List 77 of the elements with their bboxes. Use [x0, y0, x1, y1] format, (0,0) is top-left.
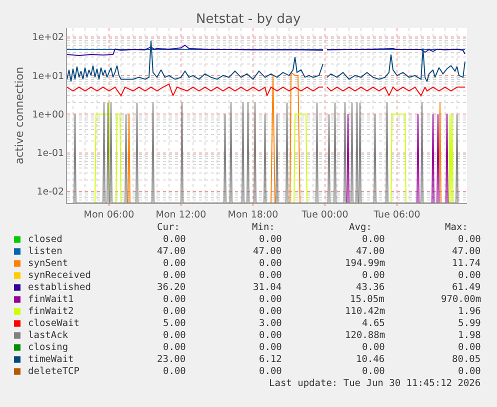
text: 47.00 [452, 246, 481, 257]
legend-label: timeWait [28, 354, 74, 365]
text: 0.00 [458, 366, 482, 377]
legend-label: deleteTCP [28, 366, 80, 377]
text: 4.65 [362, 318, 385, 329]
text: 0.00 [163, 270, 186, 281]
text: 0.00 [362, 234, 386, 245]
text: 0.00 [458, 270, 482, 281]
text: 0.00 [163, 258, 186, 269]
y-tick-label: 1e+00 [32, 109, 64, 120]
legend-label: lastAck [28, 330, 68, 341]
text: 10.46 [356, 354, 385, 365]
y-tick-label: 1e+02 [32, 32, 64, 44]
text: 0.00 [163, 234, 186, 245]
text: 0.00 [259, 294, 282, 305]
y-tick-label: 1e+01 [32, 70, 64, 82]
text: 0.00 [259, 306, 282, 317]
x-tick-label: Mon 18:00 [228, 209, 278, 220]
text: 0.00 [163, 306, 186, 317]
text: 0.00 [458, 342, 482, 353]
text: 3.00 [259, 318, 282, 329]
text: 0.00 [362, 366, 386, 377]
text: 5.00 [163, 318, 186, 329]
text: 1.98 [458, 330, 482, 341]
text: 0.00 [362, 342, 386, 353]
text: 0.00 [163, 330, 186, 341]
text: 970.00m [441, 294, 482, 305]
text: Cur: [157, 222, 180, 233]
legend-label: listen [28, 246, 62, 257]
text: 110.42m [345, 306, 386, 317]
text: 47.00 [356, 246, 385, 257]
legend-label: synReceived [28, 270, 91, 281]
text: 120.88m [345, 330, 386, 341]
text: 0.00 [458, 234, 482, 245]
x-tick-label: Mon 06:00 [84, 209, 134, 220]
text: 0.00 [163, 342, 186, 353]
text: 61.49 [452, 282, 481, 293]
y-tick-label: 1e-01 [36, 148, 64, 160]
text: 0.00 [259, 270, 282, 281]
text: 0.00 [259, 342, 282, 353]
x-tick-label: Mon 12:00 [156, 209, 206, 220]
text: 5.99 [458, 318, 482, 329]
text: 0.00 [259, 258, 282, 269]
legend-label: closed [28, 234, 62, 245]
x-tick-label: Tue 06:00 [372, 209, 420, 220]
text: 0.00 [259, 330, 282, 341]
text: Last update: Tue Jun 30 11:45:12 2026 [269, 378, 481, 389]
text: 0.00 [259, 234, 282, 245]
text: 194.99m [345, 258, 386, 269]
text: Min: [252, 222, 275, 233]
y-axis-title: active connection [12, 66, 26, 164]
x-tick-label: Tue 00:00 [300, 209, 348, 220]
text: 11.74 [452, 258, 481, 269]
text: 0.00 [259, 366, 282, 377]
text: 47.00 [157, 246, 186, 257]
text: 1.96 [458, 306, 482, 317]
legend-label: finWait2 [28, 306, 74, 317]
text: 47.00 [253, 246, 282, 257]
legend-label: established [28, 282, 91, 293]
text: 43.36 [356, 282, 385, 293]
text: 80.05 [452, 354, 481, 365]
text: 0.00 [163, 366, 186, 377]
legend-label: closing [28, 342, 68, 353]
text: 0.00 [163, 294, 186, 305]
text: 6.12 [259, 354, 282, 365]
text: 0.00 [362, 270, 386, 281]
text: Max: [445, 222, 468, 233]
text: Avg: [349, 222, 372, 233]
text: 36.20 [157, 282, 186, 293]
legend-label: finWait1 [28, 294, 74, 305]
legend-label: synSent [28, 258, 68, 269]
y-tick-label: 1e-02 [36, 186, 64, 198]
text: 31.04 [253, 282, 282, 293]
legend-label: closeWait [28, 318, 80, 329]
chart-title: Netstat - by day [196, 12, 302, 27]
text: 15.05m [350, 294, 385, 305]
text: 23.00 [157, 354, 186, 365]
